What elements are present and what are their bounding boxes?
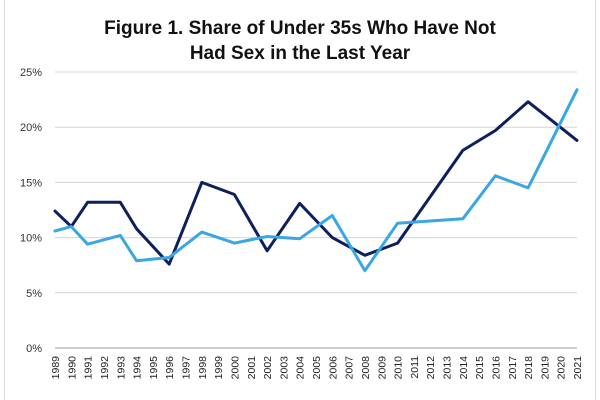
- x-tick-label: 2014: [458, 356, 470, 380]
- y-tick-label: 10%: [20, 233, 42, 245]
- x-tick-label: 1998: [197, 356, 209, 380]
- x-tick-label: 2001: [246, 356, 258, 380]
- series-line-1: [53, 100, 579, 266]
- x-tick-label: 1991: [83, 356, 95, 380]
- x-tick-label: 1992: [99, 356, 111, 380]
- chart-title: Figure 1. Share of Under 35s Who Have No…: [0, 16, 600, 66]
- x-tick-label: 2002: [262, 356, 274, 380]
- series-line-2: [53, 88, 579, 273]
- x-tick-label: 1996: [164, 356, 176, 380]
- x-tick-label: 2020: [556, 356, 568, 380]
- x-tick-label: 2005: [311, 356, 323, 380]
- x-tick-label: 1994: [132, 356, 144, 380]
- x-tick-label: 2008: [360, 356, 372, 380]
- x-tick-label: 1999: [213, 356, 225, 380]
- x-tick-label: 2000: [229, 356, 241, 380]
- x-tick-label: 2018: [523, 356, 535, 380]
- x-tick-label: 2017: [507, 356, 519, 380]
- y-tick-label: 0%: [26, 343, 42, 355]
- chart-frame: [4, 0, 596, 400]
- x-tick-label: 2021: [572, 356, 584, 380]
- y-tick-label: 15%: [20, 177, 42, 189]
- x-tick-label: 2003: [278, 356, 290, 380]
- y-tick-label: 20%: [20, 122, 42, 134]
- x-tick-label: 1997: [181, 356, 193, 380]
- y-tick-label: 25%: [20, 67, 42, 79]
- x-tick-label: 2006: [327, 356, 339, 380]
- x-tick-label: 2010: [393, 356, 405, 380]
- y-tick-label: 5%: [26, 288, 42, 300]
- x-tick-label: 1990: [66, 356, 78, 380]
- x-tick-label: 2004: [295, 356, 307, 380]
- chart-title-line-1: Figure 1. Share of Under 35s Who Have No…: [104, 18, 496, 39]
- x-tick-label: 2007: [344, 356, 356, 380]
- x-tick-label: 2011: [409, 356, 421, 379]
- x-tick-label: 2019: [539, 356, 551, 380]
- x-tick-label: 1989: [50, 356, 62, 380]
- chart-title-line-2: Had Sex in the Last Year: [189, 43, 411, 64]
- x-tick-label: 2015: [474, 356, 486, 380]
- x-tick-label: 1993: [115, 356, 127, 380]
- x-tick-label: 2012: [425, 356, 437, 380]
- x-tick-label: 1995: [148, 356, 160, 380]
- x-tick-label: 2016: [490, 356, 502, 380]
- x-tick-label: 2013: [442, 356, 454, 380]
- x-tick-label: 2009: [376, 356, 388, 380]
